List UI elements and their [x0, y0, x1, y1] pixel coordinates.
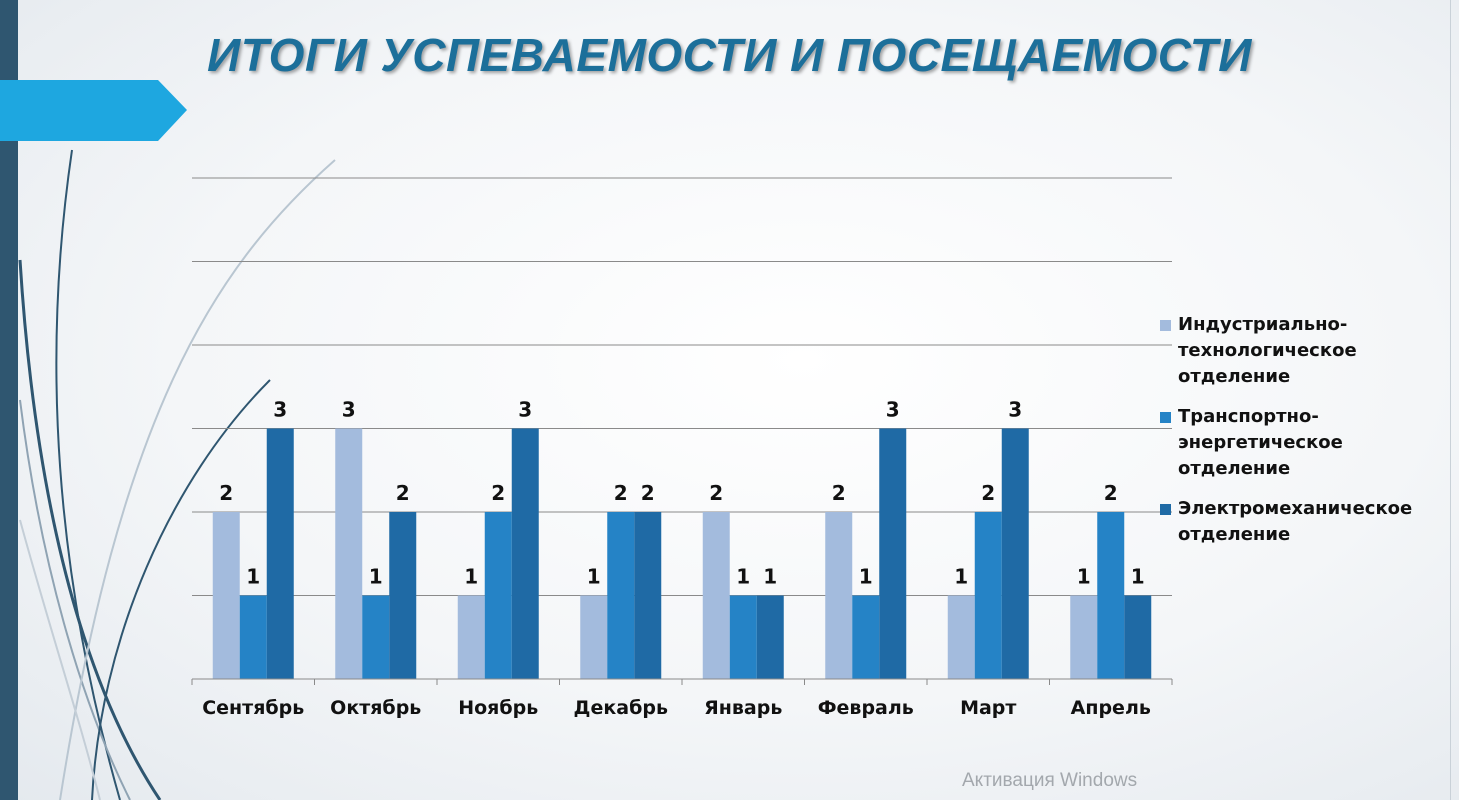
data-label: 2 — [709, 481, 723, 505]
legend-label: Индустриально- технологическое отделение — [1178, 314, 1357, 387]
x-tick-label: Декабрь — [574, 697, 668, 719]
accent-arrow-tab — [0, 80, 187, 141]
slide-title-wrap: ИТОГИ УСПЕВАЕМОСТИ И ПОСЕЩАЕМОСТИ — [0, 28, 1459, 82]
slide-sidebar-bar — [0, 0, 18, 800]
bar — [1097, 512, 1125, 679]
data-label: 1 — [587, 565, 601, 589]
x-tick-label: Ноябрь — [458, 697, 538, 719]
data-label: 2 — [641, 481, 655, 505]
bar — [607, 512, 635, 679]
data-label: 3 — [273, 398, 287, 422]
x-tick-label: Апрель — [1071, 697, 1151, 719]
bar — [756, 595, 784, 679]
bar — [634, 512, 662, 679]
bar — [212, 512, 240, 679]
windows-activation-watermark: Активация Windows — [962, 770, 1138, 791]
x-tick-label: Сентябрь — [202, 697, 304, 719]
data-label: 2 — [491, 481, 505, 505]
data-label: 1 — [246, 565, 260, 589]
legend-item: Электромеханическое отделение — [1160, 496, 1450, 548]
legend-item: Транспортно- энергетическое отделение — [1160, 404, 1450, 482]
bar — [362, 595, 390, 679]
x-tick-label: Октябрь — [330, 697, 421, 719]
legend-label: Транспортно- энергетическое отделение — [1178, 406, 1343, 479]
bar — [702, 512, 730, 679]
bar — [947, 595, 975, 679]
x-tick-label: Январь — [704, 697, 782, 719]
data-label: 1 — [1131, 565, 1145, 589]
bar — [1124, 595, 1152, 679]
slide-edge-line — [1450, 0, 1451, 800]
data-label: 2 — [219, 481, 233, 505]
data-label: 2 — [981, 481, 995, 505]
data-label: 1 — [763, 565, 777, 589]
legend-item: Индустриально- технологическое отделение — [1160, 312, 1450, 390]
bar — [511, 428, 539, 679]
bar — [580, 595, 608, 679]
data-label: 2 — [614, 481, 628, 505]
bar — [852, 595, 880, 679]
bar — [825, 512, 853, 679]
data-label: 2 — [832, 481, 846, 505]
legend-swatch — [1160, 320, 1171, 331]
data-label: 1 — [859, 565, 873, 589]
slide-title: ИТОГИ УСПЕВАЕМОСТИ И ПОСЕЩАЕМОСТИ — [207, 29, 1252, 81]
bar — [389, 512, 417, 679]
data-label: 2 — [396, 481, 410, 505]
data-label: 1 — [1077, 565, 1091, 589]
bar — [1070, 595, 1098, 679]
data-label: 1 — [369, 565, 383, 589]
bar — [335, 428, 363, 679]
chart-legend: Индустриально- технологическое отделение… — [1160, 312, 1450, 562]
x-tick-label: Март — [960, 697, 1016, 719]
chart-bars — [212, 428, 1152, 679]
bar — [974, 512, 1002, 679]
chart-x-axis: Сентябрь Октябрь Ноябрь Декабрь Январь Феврал… — [191, 678, 1173, 719]
legend-swatch — [1160, 412, 1171, 423]
legend-label: Электромеханическое отделение — [1178, 498, 1413, 545]
data-label: 3 — [1008, 398, 1022, 422]
bar — [239, 595, 267, 679]
legend-swatch — [1160, 504, 1171, 515]
bar — [266, 428, 294, 679]
data-label: 1 — [464, 565, 478, 589]
data-label: 1 — [736, 565, 750, 589]
bar — [729, 595, 757, 679]
data-label: 3 — [518, 398, 532, 422]
data-label: 1 — [954, 565, 968, 589]
bar — [879, 428, 907, 679]
bar — [1001, 428, 1029, 679]
x-tick-label: Февраль — [818, 697, 914, 719]
data-label: 3 — [342, 398, 356, 422]
data-label: 3 — [886, 398, 900, 422]
data-label: 2 — [1104, 481, 1118, 505]
bar — [484, 512, 512, 679]
bar — [457, 595, 485, 679]
